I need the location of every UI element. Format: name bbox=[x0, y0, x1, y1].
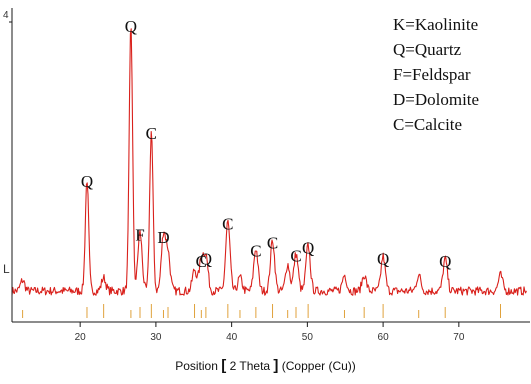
x-tick-label: 40 bbox=[226, 332, 238, 343]
peak-label-q: Q bbox=[81, 172, 93, 191]
peak-label-q: Q bbox=[125, 17, 137, 36]
x-tick-label: 20 bbox=[75, 332, 87, 343]
axes: 20 30 40 50 60 70 bbox=[9, 8, 530, 343]
reference-sticks bbox=[22, 304, 501, 318]
y-tick-label: 4 bbox=[3, 10, 9, 21]
peak-label-c: C bbox=[196, 252, 207, 271]
peak-label-c: C bbox=[250, 241, 261, 260]
legend-entry-feldspar: F=Feldspar bbox=[393, 65, 471, 84]
diffraction-pattern-line bbox=[11, 28, 527, 296]
legend-entry-dolomite: D=Dolomite bbox=[393, 90, 480, 109]
peak-label-c: C bbox=[222, 215, 233, 234]
peak-label-q: Q bbox=[302, 239, 314, 258]
x-axis-title-text: 2 Theta bbox=[229, 359, 271, 373]
peak-label-f: F bbox=[135, 225, 144, 244]
baseline-tick-label: L bbox=[3, 262, 10, 276]
legend-entry-quartz: Q=Quartz bbox=[393, 40, 462, 59]
x-axis-title-bracket-open: [ bbox=[221, 357, 227, 374]
peak-label-d: D bbox=[157, 228, 169, 247]
peak-label-c: C bbox=[267, 233, 278, 252]
x-tick-label: 30 bbox=[150, 332, 162, 343]
peak-label-q: Q bbox=[439, 252, 451, 271]
x-tick-label: 70 bbox=[453, 332, 465, 343]
peak-label-q: Q bbox=[200, 249, 212, 268]
x-axis-title-bracket-close: ] bbox=[273, 357, 279, 374]
peak-label-c: C bbox=[290, 247, 301, 266]
x-axis-title: Position [ 2 Theta ] (Copper (Cu)) bbox=[0, 357, 531, 374]
x-axis-title-suffix: (Copper (Cu)) bbox=[281, 359, 356, 373]
x-tick-label: 50 bbox=[302, 332, 314, 343]
chart-legend: K=Kaolinite Q=Quartz F=Feldspar D=Dolomi… bbox=[393, 12, 479, 137]
peak-label-q: Q bbox=[377, 249, 389, 268]
x-tick-label: 60 bbox=[378, 332, 390, 343]
legend-entry-kaolinite: K=Kaolinite bbox=[393, 15, 479, 34]
x-axis-title-prefix: Position bbox=[175, 359, 218, 373]
peak-label-c: C bbox=[146, 124, 157, 143]
legend-entry-calcite: C=Calcite bbox=[393, 115, 463, 134]
